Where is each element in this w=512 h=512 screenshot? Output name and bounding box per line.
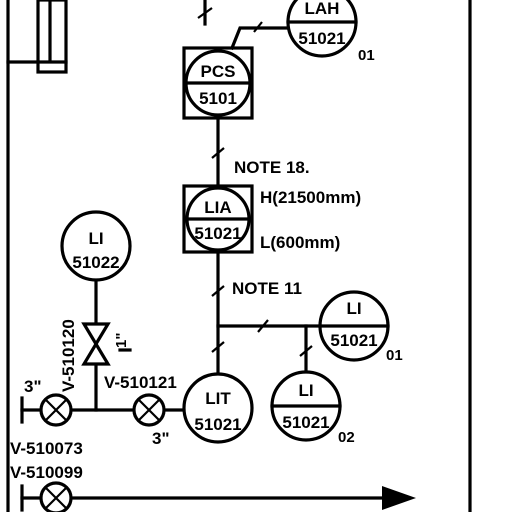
valve-v510073-label: V-510073 (10, 439, 83, 458)
high-level-note: H(21500mm) (260, 188, 361, 207)
pcs-controller: PCS 5101 (182, 46, 254, 120)
lah-number: 51021 (298, 29, 345, 48)
lit-transmitter: LIT 51021 (182, 372, 254, 444)
signal-ticks (197, 7, 313, 357)
li-01-number: 51021 (330, 331, 377, 350)
valve-v510120-label: V-510120 (59, 319, 78, 392)
low-level-note: L(600mm) (260, 233, 340, 252)
li-51021-01-indicator: LI 51021 01 (318, 290, 403, 364)
valve-v510120 (81, 322, 111, 366)
size-left-label: 3" (24, 377, 42, 396)
ball-valve-left (39, 393, 73, 427)
size-bottom-label: 3" (152, 429, 170, 448)
lah-function: LAH (305, 0, 340, 18)
valve-v510121-label: V-510121 (104, 373, 177, 392)
li-02-number: 51021 (282, 413, 329, 432)
lia-function: LIA (204, 198, 231, 217)
flow-arrow (382, 486, 416, 510)
size-small-label: 1" (113, 333, 130, 348)
lit-number: 51021 (194, 415, 241, 434)
li-01-function: LI (346, 299, 361, 318)
lah-indicator: LAH 51021 01 (286, 0, 375, 64)
lit-function: LIT (205, 389, 231, 408)
pcs-number: 5101 (199, 89, 237, 108)
li-01-suffix: 01 (386, 347, 403, 364)
li-51022-number: 51022 (72, 253, 119, 272)
pcs-function: PCS (201, 62, 236, 81)
equipment-outline (36, 0, 68, 74)
li-51022-function: LI (88, 229, 103, 248)
note-11: NOTE 11 (232, 279, 302, 298)
lia-number: 51021 (194, 224, 241, 243)
valve-v510099-label: V-510099 (10, 463, 83, 482)
li-02-function: LI (298, 381, 313, 400)
note-18: NOTE 18. (234, 158, 310, 177)
lia-indicator: LIA 51021 (182, 184, 254, 254)
li-02-suffix: 02 (338, 429, 355, 446)
lah-suffix: 01 (358, 47, 375, 64)
li-51021-02-indicator: LI 51021 02 (270, 370, 355, 446)
li-51022-indicator: LI 51022 (60, 210, 132, 282)
frame (6, 0, 472, 512)
ball-valve-bottom (39, 481, 73, 512)
ball-valve-v510121 (132, 393, 166, 427)
